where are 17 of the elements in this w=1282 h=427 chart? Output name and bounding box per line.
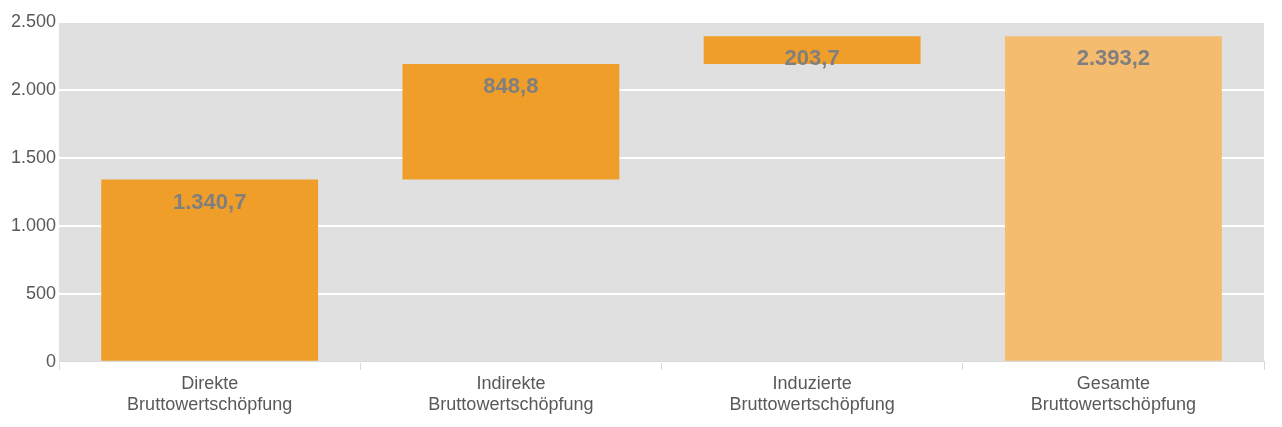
bar [402,64,620,180]
x-tick-label: Indirekte Bruttowertschöpfung [428,372,594,415]
y-tick-label: 0 [46,350,57,371]
bar [101,179,319,361]
data-label: 1.340,7 [172,188,247,214]
bar [1004,36,1222,361]
x-tick-label: Induzierte Bruttowertschöpfung [729,372,895,415]
y-tick-label: 1.500 [11,146,57,167]
y-tick-label: 2.000 [11,78,57,99]
x-tick-label: Gesamte Bruttowertschöpfung [1030,372,1196,415]
data-label: 848,8 [483,73,539,99]
data-label: 203,7 [784,45,840,71]
y-tick-label: 2.500 [11,10,57,31]
x-tick-label: Direkte Bruttowertschöpfung [127,372,293,415]
y-tick-label: 500 [26,282,57,303]
y-tick-label: 1.000 [11,214,57,235]
data-label: 2.393,2 [1076,45,1151,71]
